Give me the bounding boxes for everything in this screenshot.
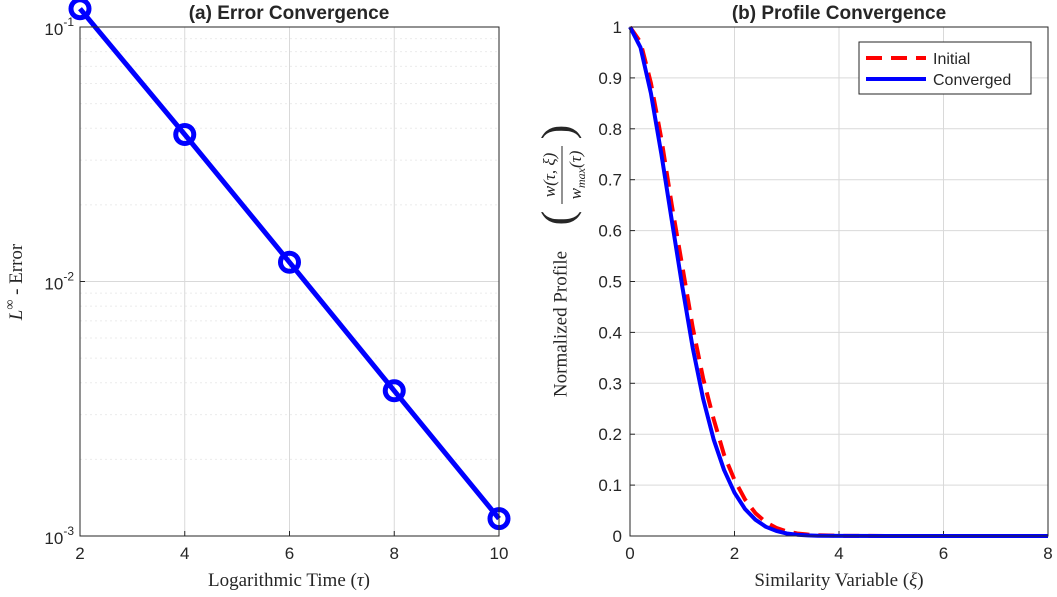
x-tick-label: 2 xyxy=(730,544,739,563)
subplot-profile-convergence: (b) Profile Convergence 0 2 4 6 8 0 0.1 0.2 0.3… xyxy=(533,3,1053,591)
plot-b-y-label-den-sub: max xyxy=(574,167,588,188)
plot-a-x-label-close: ) xyxy=(364,570,370,591)
plot-b-y-label-den-main: w xyxy=(566,187,585,199)
plot-a-y-label-text: - Error xyxy=(6,243,27,300)
y-tick-label: 0.3 xyxy=(598,374,622,393)
plot-b-x-label-text: Similarity Variable ( xyxy=(754,570,909,591)
x-tick-label: 4 xyxy=(180,544,189,563)
plot-b-y-label-text: Normalized Profile xyxy=(550,251,571,397)
plot-a-grid xyxy=(79,26,500,537)
error-data-point xyxy=(278,250,301,274)
plot-b-y-label: Normalized Profile ( ) w(τ, ξ) wmax(τ) xyxy=(533,125,588,397)
legend-converged-label: Converged xyxy=(933,72,1011,89)
subplot-error-convergence: (a) Error Convergence 2 4 6 8 10 10-110-210-… xyxy=(3,0,511,591)
x-tick-label: 8 xyxy=(1043,544,1052,563)
y-tick-exponent: -3 xyxy=(63,524,74,538)
plot-b-y-ticks: 0 0.1 0.2 0.3 0.4 0.5 0.6 0.7 0.8 0.9 1 xyxy=(598,18,635,546)
y-tick-label: 0.6 xyxy=(598,222,622,241)
plot-b-x-label-close: ) xyxy=(917,570,923,591)
plot-a-y-ticks: 10-110-210-3 xyxy=(44,15,85,548)
plot-a-y-label-sup: ∞ xyxy=(3,300,18,310)
x-tick-label: 10 xyxy=(490,544,509,563)
y-tick-label: 1 xyxy=(613,18,622,37)
plot-b-y-label-paren-right: ) xyxy=(533,125,582,140)
plot-b-y-label-denominator: wmax(τ) xyxy=(566,150,588,199)
y-tick-label: 0.4 xyxy=(598,323,622,342)
x-tick-label: 0 xyxy=(625,544,634,563)
plot-b-legend: Initial Converged xyxy=(858,41,1032,95)
y-tick-exponent: -1 xyxy=(63,15,74,29)
y-tick-label: 10-1 xyxy=(44,15,74,39)
y-tick-label: 0.9 xyxy=(598,69,622,88)
plot-b-x-label: Similarity Variable (ξ) xyxy=(754,570,923,591)
plot-b-y-label-numerator: w(τ, ξ) xyxy=(540,152,559,197)
plot-b-y-label-paren-left: ( xyxy=(533,211,582,226)
y-tick-base: 10 xyxy=(44,275,63,294)
plot-b-grid xyxy=(629,26,1049,537)
plot-b-y-label-den-tail: (τ) xyxy=(566,150,585,168)
y-tick-label: 0.7 xyxy=(598,171,622,190)
x-tick-label: 6 xyxy=(939,544,948,563)
y-tick-base: 10 xyxy=(44,20,63,39)
plot-a-x-label-symbol: τ xyxy=(357,570,365,591)
legend-initial-label: Initial xyxy=(933,51,970,68)
y-tick-label: 0.5 xyxy=(598,273,622,292)
x-tick-label: 8 xyxy=(390,544,399,563)
legend-box xyxy=(858,41,1032,95)
x-tick-label: 2 xyxy=(75,544,84,563)
plot-a-x-label: Logarithmic Time (τ) xyxy=(208,570,370,591)
x-tick-label: 6 xyxy=(285,544,294,563)
plot-b-title: (b) Profile Convergence xyxy=(732,3,946,24)
y-tick-label: 0.2 xyxy=(598,425,622,444)
error-data-point xyxy=(68,0,92,21)
plot-b-frame xyxy=(629,26,1049,537)
error-data-point xyxy=(173,123,197,147)
plot-a-title: (a) Error Convergence xyxy=(189,3,390,24)
plot-a-y-label: L∞ - Error xyxy=(3,243,27,321)
plot-a-frame xyxy=(79,26,500,537)
error-series-line xyxy=(78,7,501,521)
plot-b-x-label-symbol: ξ xyxy=(909,570,918,591)
y-tick-base: 10 xyxy=(44,529,63,548)
plot-a-x-label-text: Logarithmic Time ( xyxy=(208,570,357,591)
plot-a-y-label-symbol: L xyxy=(6,310,27,322)
y-tick-label: 10-2 xyxy=(44,270,74,294)
y-tick-exponent: -2 xyxy=(63,270,74,284)
y-tick-label: 0.1 xyxy=(598,476,622,495)
error-data-point xyxy=(382,379,406,403)
y-tick-label: 0.8 xyxy=(598,120,622,139)
y-tick-label: 0 xyxy=(613,527,622,546)
x-tick-label: 4 xyxy=(834,544,843,563)
y-tick-label: 10-3 xyxy=(44,524,74,548)
